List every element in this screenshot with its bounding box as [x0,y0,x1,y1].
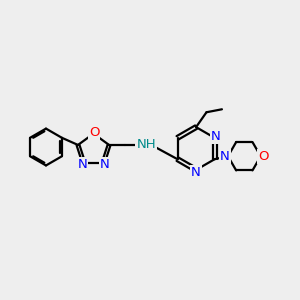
Text: N: N [78,158,87,171]
Text: N: N [191,166,201,179]
Text: N: N [211,130,221,143]
Text: O: O [258,150,269,163]
Text: NH: NH [136,138,156,152]
Text: N: N [220,150,230,163]
Text: N: N [100,158,110,171]
Text: O: O [89,126,99,139]
